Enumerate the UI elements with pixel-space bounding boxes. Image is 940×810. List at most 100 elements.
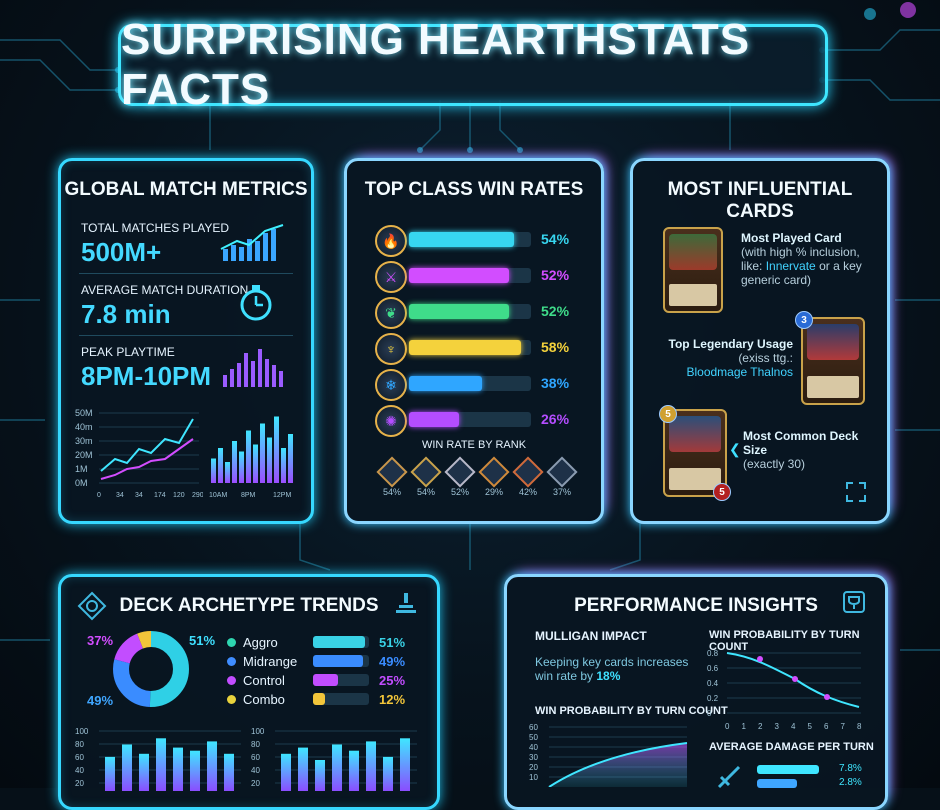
y-tick: 30 xyxy=(529,753,538,762)
cards-panel: MOST INFLUENTIAL CARDS Most Played Card … xyxy=(630,158,890,524)
y-tick: 60 xyxy=(75,753,84,762)
trend-up-icon xyxy=(220,224,284,261)
peak-value: 8PM-10PM xyxy=(81,361,212,391)
mulligan-sentence: Keeping key cards increases win rate by xyxy=(535,655,689,683)
y-tick: 10 xyxy=(529,773,538,782)
archetype-name: Midrange xyxy=(243,654,298,669)
rank-winrate: 52% xyxy=(450,487,469,497)
class-winrates-panel: TOP CLASS WIN RATES 🔥 54% ⚔ 52% ❦ 52% ♆ 58% ❄ 38%… xyxy=(344,158,604,524)
trophy-icon xyxy=(396,593,416,613)
deck-size-title: Most Common Deck Size xyxy=(743,429,859,457)
performance-heading: PERFORMANCE INSIGHTS xyxy=(574,595,818,616)
peak-bar-chart: 10AM 8PM 12PM xyxy=(209,416,293,499)
sword-icon xyxy=(717,765,741,789)
archetype-bar-fill xyxy=(313,674,339,686)
archetype-bar xyxy=(173,747,183,791)
damage-bar-fill xyxy=(757,779,797,788)
title-banner: SURPRISING HEARTHSTATS FACTS xyxy=(118,15,828,114)
y-tick: 80 xyxy=(75,740,84,749)
area-fill xyxy=(549,743,687,787)
duration-label: AVERAGE MATCH DURATION xyxy=(81,283,249,297)
archetype-panel: DECK ARCHETYPE TRENDS 37% 51% 49% Aggro 5… xyxy=(58,574,440,810)
y-tick: 0M xyxy=(75,478,88,488)
archetype-name: Combo xyxy=(243,692,285,707)
y-tick: 30m xyxy=(75,436,93,446)
class-winrate: 26% xyxy=(541,411,570,427)
global-heading: GLOBAL MATCH METRICS xyxy=(64,179,308,200)
win-prob-point xyxy=(757,656,763,662)
rank-emblem-icon xyxy=(546,456,578,488)
most-played-sub2: or a key generic card) xyxy=(741,259,862,287)
x-tick: 7 xyxy=(841,722,846,731)
archetype-bar xyxy=(224,753,234,791)
peak-label: PEAK PLAYTIME xyxy=(81,345,175,359)
peak-bar xyxy=(246,430,251,483)
peak-bar xyxy=(267,437,272,483)
y-tick: 40 xyxy=(529,743,538,752)
y-tick: 0.6 xyxy=(707,664,719,673)
y-tick: 0.4 xyxy=(707,679,719,688)
y-tick: 20M xyxy=(75,450,93,460)
duration-value: 7.8 min xyxy=(81,299,171,329)
class-winrate: 54% xyxy=(541,231,570,247)
bar-x-tick: 12PM xyxy=(273,492,291,499)
class-heading: TOP CLASS WIN RATES xyxy=(364,179,584,200)
archetype-bar xyxy=(332,744,342,791)
peak-bar xyxy=(274,416,279,483)
legendary-accent: Bloodmage Thalnos xyxy=(686,365,793,379)
class-bar-track xyxy=(409,232,531,247)
x-tick: 2 xyxy=(758,722,763,731)
snowflake-icon: ❄ xyxy=(375,369,407,401)
cup-icon xyxy=(843,591,865,613)
legendary-card: 3 xyxy=(795,311,865,405)
class-winrate: 58% xyxy=(541,339,570,355)
rank-emblem-icon xyxy=(444,456,476,488)
x-tick: 120 xyxy=(173,492,185,499)
global-metrics-panel: GLOBAL MATCH METRICS TOTAL MATCHES PLAYE… xyxy=(58,158,314,524)
deck-card-attack: 5 xyxy=(659,405,677,423)
most-played-title: Most Played Card xyxy=(741,231,842,245)
series-line-pink xyxy=(100,438,194,480)
archetype-bar-fill xyxy=(313,655,363,667)
archetype-bar xyxy=(349,750,359,791)
legend-dot xyxy=(227,638,236,647)
x-tick: 0 xyxy=(725,722,730,731)
archetype-pct: 25% xyxy=(379,673,406,688)
y-tick: 50 xyxy=(529,733,538,742)
archetype-bar xyxy=(156,738,166,791)
deck-size-card: 5 5 xyxy=(659,405,731,501)
archetype-pct: 12% xyxy=(379,692,406,707)
x-tick: 174 xyxy=(154,492,166,499)
rank-winrate: 29% xyxy=(484,487,503,497)
bar-x-tick: 8PM xyxy=(241,492,256,499)
y-tick: 0 xyxy=(707,709,712,718)
damage-title: AVERAGE DAMAGE PER TURN xyxy=(709,741,874,753)
total-matches-value: 500M+ xyxy=(81,237,162,267)
archetype-bar xyxy=(298,747,308,791)
class-winrate: 52% xyxy=(541,267,570,283)
class-bar-track xyxy=(409,412,531,427)
win-prob-line-chart: 0.8 0.6 0.4 0.2 0 0 1 2 3 4 5 6 7 8 xyxy=(707,649,862,731)
compass-icon xyxy=(77,591,107,621)
rank-emblem-icon xyxy=(478,456,510,488)
archetype-pct: 51% xyxy=(379,635,406,650)
damage-bar-track xyxy=(757,779,837,788)
archetype-donut xyxy=(113,631,189,707)
archetype-bar xyxy=(315,760,325,791)
legendary-mana: 3 xyxy=(795,311,813,329)
damage-bar-track xyxy=(757,765,837,774)
archetype-pct: 49% xyxy=(379,654,406,669)
most-played-sub: (with high % inclusion, like: xyxy=(741,245,860,273)
y-tick: 0.2 xyxy=(707,694,719,703)
win-title-left: WIN PROBABILITY BY TURN COUNT xyxy=(535,705,728,717)
peak-bar xyxy=(211,458,216,483)
area-line xyxy=(548,742,688,787)
y-tick: 40 xyxy=(75,766,84,775)
y-tick: 20 xyxy=(529,763,538,772)
swirl-icon: ✺ xyxy=(375,405,407,437)
y-tick: 100 xyxy=(75,727,89,736)
sword-icon: ⚔ xyxy=(375,261,407,293)
x-tick: 8 xyxy=(857,722,862,731)
archetype-bar-fill xyxy=(313,636,366,648)
expand-icon xyxy=(846,482,866,502)
